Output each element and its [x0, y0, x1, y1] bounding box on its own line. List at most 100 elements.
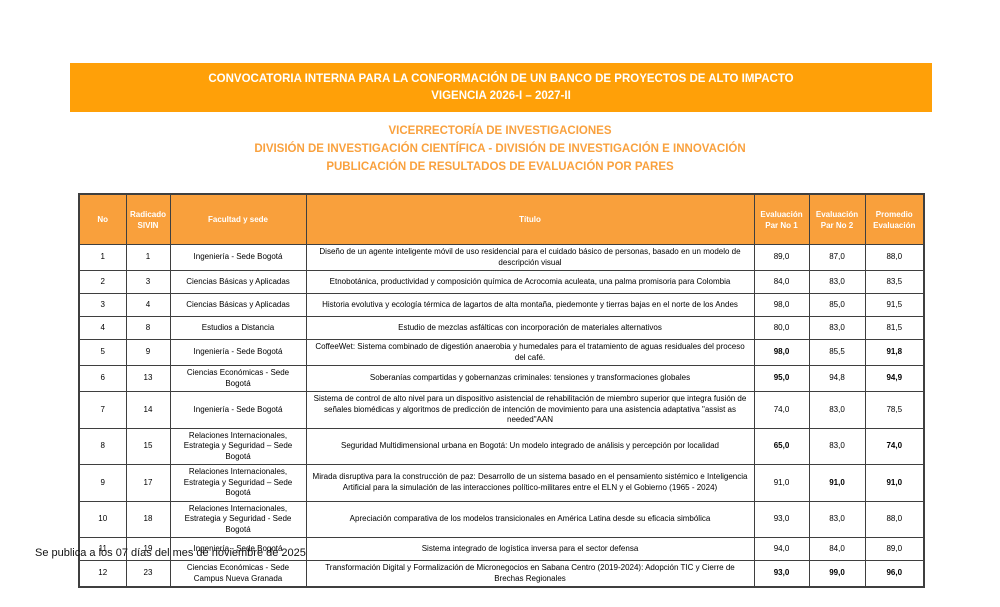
cell-evaluacion-par-2: 94,8 — [808, 365, 866, 392]
cell-facultad: Relaciones Internacionales, Estrategia y… — [169, 427, 307, 465]
cell-evaluacion-par-2: 83,0 — [808, 427, 866, 465]
cell-titulo: Apreciación comparativa de los modelos t… — [305, 500, 755, 538]
cell-no: 5 — [78, 339, 127, 366]
cell-evaluacion-par-1: 93,0 — [753, 560, 810, 588]
cell-no: 2 — [78, 270, 127, 294]
cell-promedio: 94,9 — [864, 365, 925, 392]
cell-titulo: Historia evolutiva y ecología térmica de… — [305, 293, 755, 317]
heading-division: DIVISIÓN DE INVESTIGACIÓN CIENTÍFICA - D… — [254, 143, 746, 155]
cell-promedio: 91,0 — [864, 464, 925, 502]
col-header-evaluacion-par-1: Evaluación Par No 1 — [753, 193, 810, 245]
cell-facultad: Ciencias Básicas y Aplicadas — [169, 270, 307, 294]
col-header-evaluacion-par-2: Evaluación Par No 2 — [808, 193, 866, 245]
cell-promedio: 91,5 — [864, 293, 925, 317]
cell-titulo: Etnobotánica, productividad y composició… — [305, 270, 755, 294]
col-header-radicado-sivin: Radicado SIVIN — [125, 193, 171, 245]
cell-evaluacion-par-1: 91,0 — [753, 464, 810, 502]
banner-title-line2: VIGENCIA 2026-I – 2027-II — [431, 89, 571, 102]
cell-promedio: 96,0 — [864, 560, 925, 588]
banner: CONVOCATORIA INTERNA PARA LA CONFORMACIÓ… — [70, 63, 932, 112]
cell-promedio: 91,8 — [864, 339, 925, 366]
cell-radicado: 4 — [125, 293, 171, 317]
col-header-no: No — [78, 193, 127, 245]
table-row: 10 18 Relaciones Internacionales, Estrat… — [78, 500, 925, 538]
table-row: 7 14 Ingeniería - Sede Bogotá Sistema de… — [78, 391, 925, 429]
cell-no: 10 — [78, 500, 127, 538]
cell-facultad: Ingeniería - Sede Bogotá — [169, 244, 307, 271]
cell-facultad: Ingeniería - Sede Bogotá — [169, 537, 307, 561]
cell-titulo: Sistema de control de alto nivel para un… — [305, 391, 755, 429]
cell-evaluacion-par-1: 89,0 — [753, 244, 810, 271]
cell-evaluacion-par-2: 91,0 — [808, 464, 866, 502]
cell-titulo: Diseño de un agente inteligente móvil de… — [305, 244, 755, 271]
cell-evaluacion-par-2: 84,0 — [808, 537, 866, 561]
cell-no: 9 — [78, 464, 127, 502]
cell-evaluacion-par-1: 80,0 — [753, 316, 810, 340]
cell-radicado: 1 — [125, 244, 171, 271]
cell-promedio: 74,0 — [864, 427, 925, 465]
cell-titulo: Transformación Digital y Formalización d… — [305, 560, 755, 588]
cell-titulo: Estudio de mezclas asfálticas con incorp… — [305, 316, 755, 340]
cell-evaluacion-par-2: 83,0 — [808, 270, 866, 294]
cell-radicado: 14 — [125, 391, 171, 429]
cell-facultad: Ciencias Económicas - Sede Campus Nueva … — [169, 560, 307, 588]
banner-title-line1: CONVOCATORIA INTERNA PARA LA CONFORMACIÓ… — [208, 72, 794, 85]
cell-titulo: Sistema integrado de logística inversa p… — [305, 537, 755, 561]
table-row: 1 1 Ingeniería - Sede Bogotá Diseño de u… — [78, 244, 925, 271]
cell-evaluacion-par-1: 94,0 — [753, 537, 810, 561]
cell-no: 1 — [78, 244, 127, 271]
cell-facultad: Ciencias Económicas - Sede Bogotá — [169, 365, 307, 392]
col-header-facultad-y-sede: Facultad y sede — [169, 193, 307, 245]
cell-no: 7 — [78, 391, 127, 429]
table-row: 6 13 Ciencias Económicas - Sede Bogotá S… — [78, 365, 925, 392]
cell-promedio: 83,5 — [864, 270, 925, 294]
table-row: 12 23 Ciencias Económicas - Sede Campus … — [78, 560, 925, 588]
cell-evaluacion-par-2: 85,5 — [808, 339, 866, 366]
cell-evaluacion-par-1: 65,0 — [753, 427, 810, 465]
cell-radicado: 13 — [125, 365, 171, 392]
cell-radicado: 15 — [125, 427, 171, 465]
cell-titulo: Seguridad Multidimensional urbana en Bog… — [305, 427, 755, 465]
cell-evaluacion-par-2: 85,0 — [808, 293, 866, 317]
cell-radicado: 8 — [125, 316, 171, 340]
cell-evaluacion-par-2: 99,0 — [808, 560, 866, 588]
cell-evaluacion-par-2: 83,0 — [808, 316, 866, 340]
table-row: 4 8 Estudios a Distancia Estudio de mezc… — [78, 316, 925, 340]
results-table: No Radicado SIVIN Facultad y sede Título… — [78, 193, 925, 588]
cell-evaluacion-par-1: 93,0 — [753, 500, 810, 538]
cell-radicado: 23 — [125, 560, 171, 588]
cell-promedio: 81,5 — [864, 316, 925, 340]
cell-evaluacion-par-1: 95,0 — [753, 365, 810, 392]
cell-evaluacion-par-1: 98,0 — [753, 339, 810, 366]
cell-evaluacion-par-2: 87,0 — [808, 244, 866, 271]
cell-facultad: Relaciones Internacionales, Estrategia y… — [169, 500, 307, 538]
cell-radicado: 3 — [125, 270, 171, 294]
publication-date-note: Se publica a los 07 días del mes de novi… — [35, 547, 306, 559]
cell-promedio: 88,0 — [864, 244, 925, 271]
cell-evaluacion-par-1: 84,0 — [753, 270, 810, 294]
cell-facultad: Estudios a Distancia — [169, 316, 307, 340]
cell-no: 11 — [78, 537, 127, 561]
cell-titulo: Mirada disruptiva para la construcción d… — [305, 464, 755, 502]
cell-facultad: Ciencias Básicas y Aplicadas — [169, 293, 307, 317]
cell-no: 12 — [78, 560, 127, 588]
table-row: 5 9 Ingeniería - Sede Bogotá CoffeeWet: … — [78, 339, 925, 366]
cell-evaluacion-par-2: 83,0 — [808, 500, 866, 538]
table-header-row: No Radicado SIVIN Facultad y sede Título… — [78, 193, 925, 245]
col-header-promedio-evaluacion: Promedio Evaluación — [864, 193, 925, 245]
cell-no: 8 — [78, 427, 127, 465]
cell-no: 4 — [78, 316, 127, 340]
cell-facultad: Ingeniería - Sede Bogotá — [169, 339, 307, 366]
cell-evaluacion-par-1: 74,0 — [753, 391, 810, 429]
cell-titulo: CoffeeWet: Sistema combinado de digestió… — [305, 339, 755, 366]
table-row: 9 17 Relaciones Internacionales, Estrate… — [78, 464, 925, 502]
heading-vicerrectoria: VICERRECTORÍA DE INVESTIGACIONES — [388, 125, 612, 137]
cell-titulo: Soberanías compartidas y gobernanzas cri… — [305, 365, 755, 392]
cell-evaluacion-par-2: 83,0 — [808, 391, 866, 429]
table-row: 8 15 Relaciones Internacionales, Estrate… — [78, 427, 925, 465]
cell-facultad: Ingeniería - Sede Bogotá — [169, 391, 307, 429]
table-row: 11 19 Ingeniería - Sede Bogotá Sistema i… — [78, 537, 925, 561]
cell-no: 6 — [78, 365, 127, 392]
headings: VICERRECTORÍA DE INVESTIGACIONES DIVISIÓ… — [0, 122, 1000, 176]
